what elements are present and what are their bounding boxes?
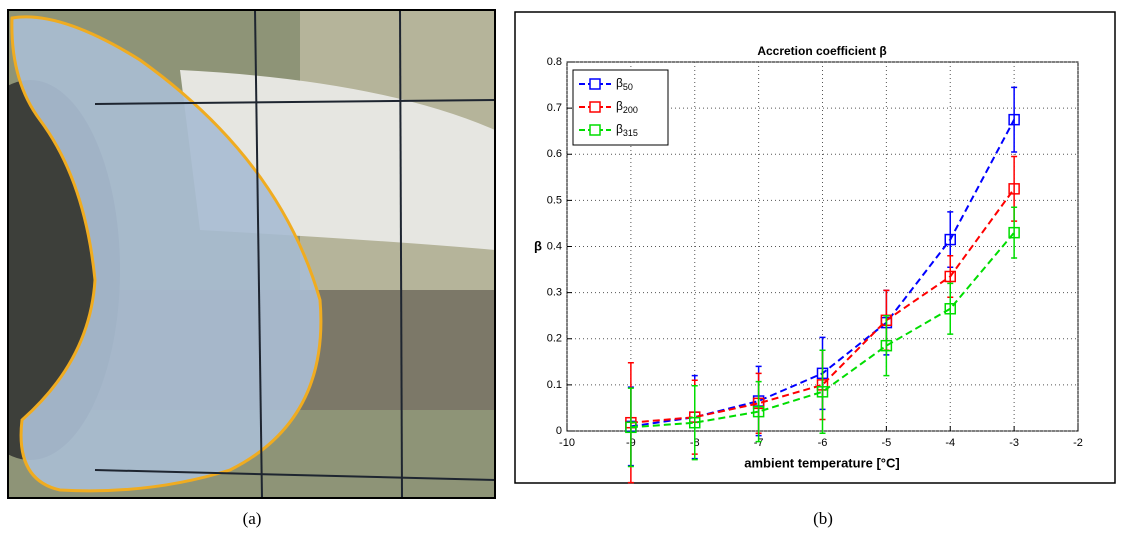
marker	[1008, 226, 1020, 239]
y-tick-label: 0.4	[547, 240, 562, 252]
error-bar	[883, 314, 890, 377]
photo	[8, 10, 495, 498]
marker	[689, 416, 701, 429]
marker	[944, 233, 956, 246]
y-tick-label: 0.8	[547, 56, 562, 68]
marker	[816, 386, 829, 398]
y-tick-label: 0.7	[547, 102, 562, 114]
legend-label: β50	[616, 76, 633, 92]
legend-marker	[589, 78, 601, 90]
error-bar	[691, 385, 698, 461]
y-tick-label: 0.2	[547, 333, 562, 345]
x-tick-label: -5	[881, 437, 891, 449]
legend-marker	[589, 124, 601, 136]
error-bar	[819, 349, 826, 435]
grid-wire	[254, 10, 263, 498]
photo-frame	[7, 9, 496, 499]
chart-title: Accretion coefficient β	[757, 44, 886, 58]
marker	[880, 339, 893, 352]
y-tick-label: 0.1	[547, 379, 562, 391]
x-tick-label: -4	[945, 437, 955, 449]
marker	[944, 270, 956, 283]
x-tick-label: -6	[818, 437, 828, 449]
error-bar	[755, 380, 762, 443]
grid-wire	[94, 469, 495, 481]
grid-wire	[94, 99, 495, 105]
caption: (a)	[243, 509, 262, 528]
marker	[1008, 113, 1020, 126]
error-bar	[1011, 206, 1018, 259]
error-bar	[627, 387, 634, 468]
marker	[625, 421, 637, 434]
accretion-outline	[10, 15, 323, 493]
y-tick-label: 0.5	[547, 194, 562, 206]
y-tick-label: 0.6	[547, 148, 562, 160]
marker	[1008, 183, 1020, 195]
x-tick-label: -2	[1073, 437, 1083, 449]
x-tick-label: -10	[559, 437, 575, 449]
legend-label: β200	[616, 99, 638, 115]
y-tick-label: 0	[556, 425, 562, 437]
marker	[752, 405, 765, 418]
error-bar	[1011, 86, 1018, 153]
y-axis-label: β	[534, 238, 542, 253]
marker	[944, 303, 956, 315]
y-tick-label: 0.3	[547, 287, 562, 299]
grid-wire	[399, 10, 403, 498]
legend-label: β315	[616, 122, 638, 138]
x-tick-label: -7	[754, 437, 764, 449]
caption: (b)	[813, 509, 833, 528]
error-bar	[947, 282, 954, 335]
legend-marker	[589, 101, 601, 113]
x-axis-label: ambient temperature [°C]	[744, 455, 899, 470]
x-tick-label: -3	[1009, 437, 1019, 449]
